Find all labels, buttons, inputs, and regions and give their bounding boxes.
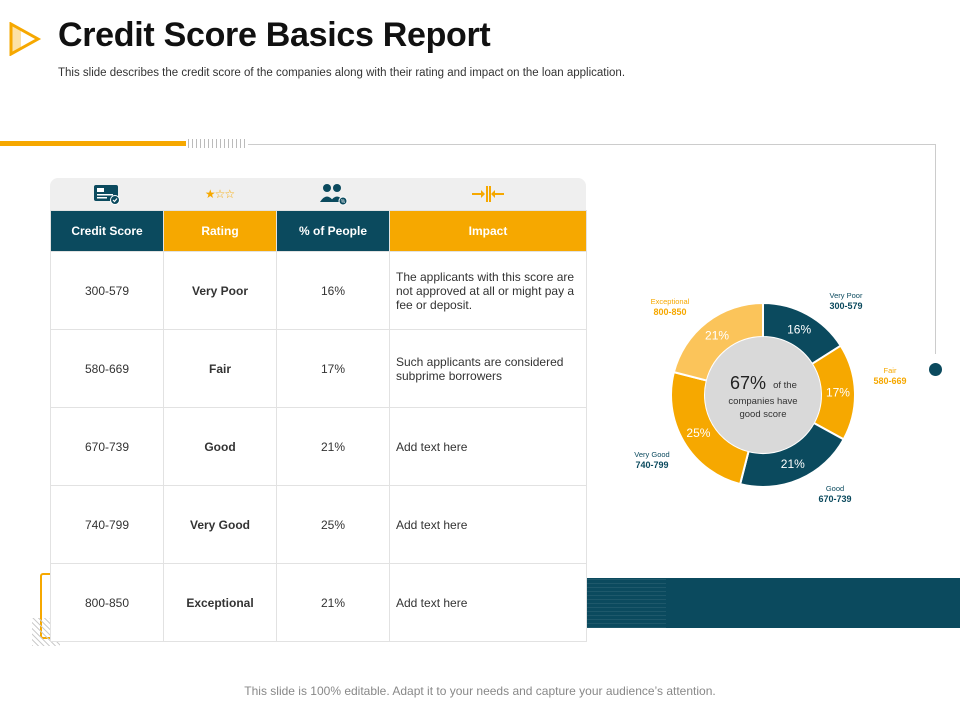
credit-score-table: ★☆☆ %	[50, 178, 587, 642]
footer-note: This slide is 100% editable. Adapt it to…	[244, 684, 716, 698]
people-icon: %	[276, 178, 389, 210]
credit-score-cell: 580-669	[50, 329, 164, 408]
tick-marks-decoration	[188, 139, 248, 148]
accent-bar	[0, 141, 186, 146]
percent-cell: 16%	[276, 251, 390, 330]
credit-score-cell: 300-579	[50, 251, 164, 330]
donut-center-circle	[705, 337, 821, 453]
table-row: 800-850 Exceptional 21% Add text here	[50, 563, 587, 642]
impact-cell: Add text here	[389, 407, 587, 486]
header-credit-score: Credit Score	[50, 210, 164, 252]
header-impact: Impact	[389, 210, 587, 252]
icon-header-row: ★☆☆ %	[50, 178, 586, 210]
donut-segment-value-exceptional: 21%	[705, 329, 729, 343]
table-row: 300-579 Very Poor 16% The applicants wit…	[50, 251, 587, 330]
credit-score-cell: 800-850	[50, 563, 164, 642]
credit-score-donut-chart: 16% 17% 21% 25% 21% 67% of the companies hav…	[634, 291, 906, 504]
donut-segment-value-very-poor: 16%	[787, 322, 811, 336]
credit-score-cell: 670-739	[50, 407, 164, 486]
page-subtitle: This slide describes the credit score of…	[58, 67, 626, 79]
play-arrow-logo-icon	[9, 22, 42, 56]
donut-center-value: 67%	[730, 373, 766, 393]
percent-cell: 25%	[276, 485, 390, 564]
credit-card-icon	[50, 178, 163, 210]
table-row: 580-669 Fair 17% Such applicants are con…	[50, 329, 587, 408]
percent-cell: 21%	[276, 563, 390, 642]
svg-text:%: %	[340, 199, 345, 205]
timeline-dot	[929, 363, 942, 376]
table-row: 740-799 Very Good 25% Add text here	[50, 485, 587, 564]
percent-cell: 21%	[276, 407, 390, 486]
donut-center-text-2: companies have	[728, 396, 797, 407]
table-row: 670-739 Good 21% Add text here	[50, 407, 587, 486]
rating-cell: Exceptional	[163, 563, 277, 642]
header-rating: Rating	[163, 210, 277, 252]
vertical-line	[935, 144, 936, 354]
impact-cell: Such applicants are considered subprime …	[389, 329, 587, 408]
rating-cell: Good	[163, 407, 277, 486]
rating-cell: Fair	[163, 329, 277, 408]
impact-cell: Add text here	[389, 485, 587, 564]
rating-cell: Very Poor	[163, 251, 277, 330]
star-rating-icon: ★☆☆	[204, 187, 235, 201]
header-percent-people: % of People	[276, 210, 390, 252]
donut-segment-value-very-good: 25%	[686, 426, 710, 440]
impact-cell: The applicants with this score are not a…	[389, 251, 587, 330]
label-very-poor: Very Poor	[830, 291, 863, 300]
impact-arrows-icon	[389, 178, 586, 210]
range-good: 670-739	[818, 494, 851, 504]
page-title: Credit Score Basics Report	[58, 16, 491, 54]
range-very-good: 740-799	[635, 460, 668, 470]
donut-segment-value-fair: 17%	[826, 386, 850, 400]
label-very-good: Very Good	[634, 450, 669, 459]
credit-score-cell: 740-799	[50, 485, 164, 564]
range-fair: 580-669	[873, 376, 906, 386]
label-good: Good	[826, 484, 844, 493]
donut-center-text-3: good score	[739, 409, 786, 420]
donut-segment-value-good: 21%	[781, 457, 805, 471]
label-exceptional: Exceptional	[651, 297, 690, 306]
label-fair: Fair	[884, 366, 897, 375]
range-very-poor: 300-579	[829, 301, 862, 311]
range-exceptional: 800-850	[653, 307, 686, 317]
impact-cell: Add text here	[389, 563, 587, 642]
donut-center-text-1: of the	[773, 380, 797, 391]
teal-band	[586, 578, 960, 628]
rating-cell: Very Good	[163, 485, 277, 564]
divider-line	[248, 144, 935, 145]
percent-cell: 17%	[276, 329, 390, 408]
